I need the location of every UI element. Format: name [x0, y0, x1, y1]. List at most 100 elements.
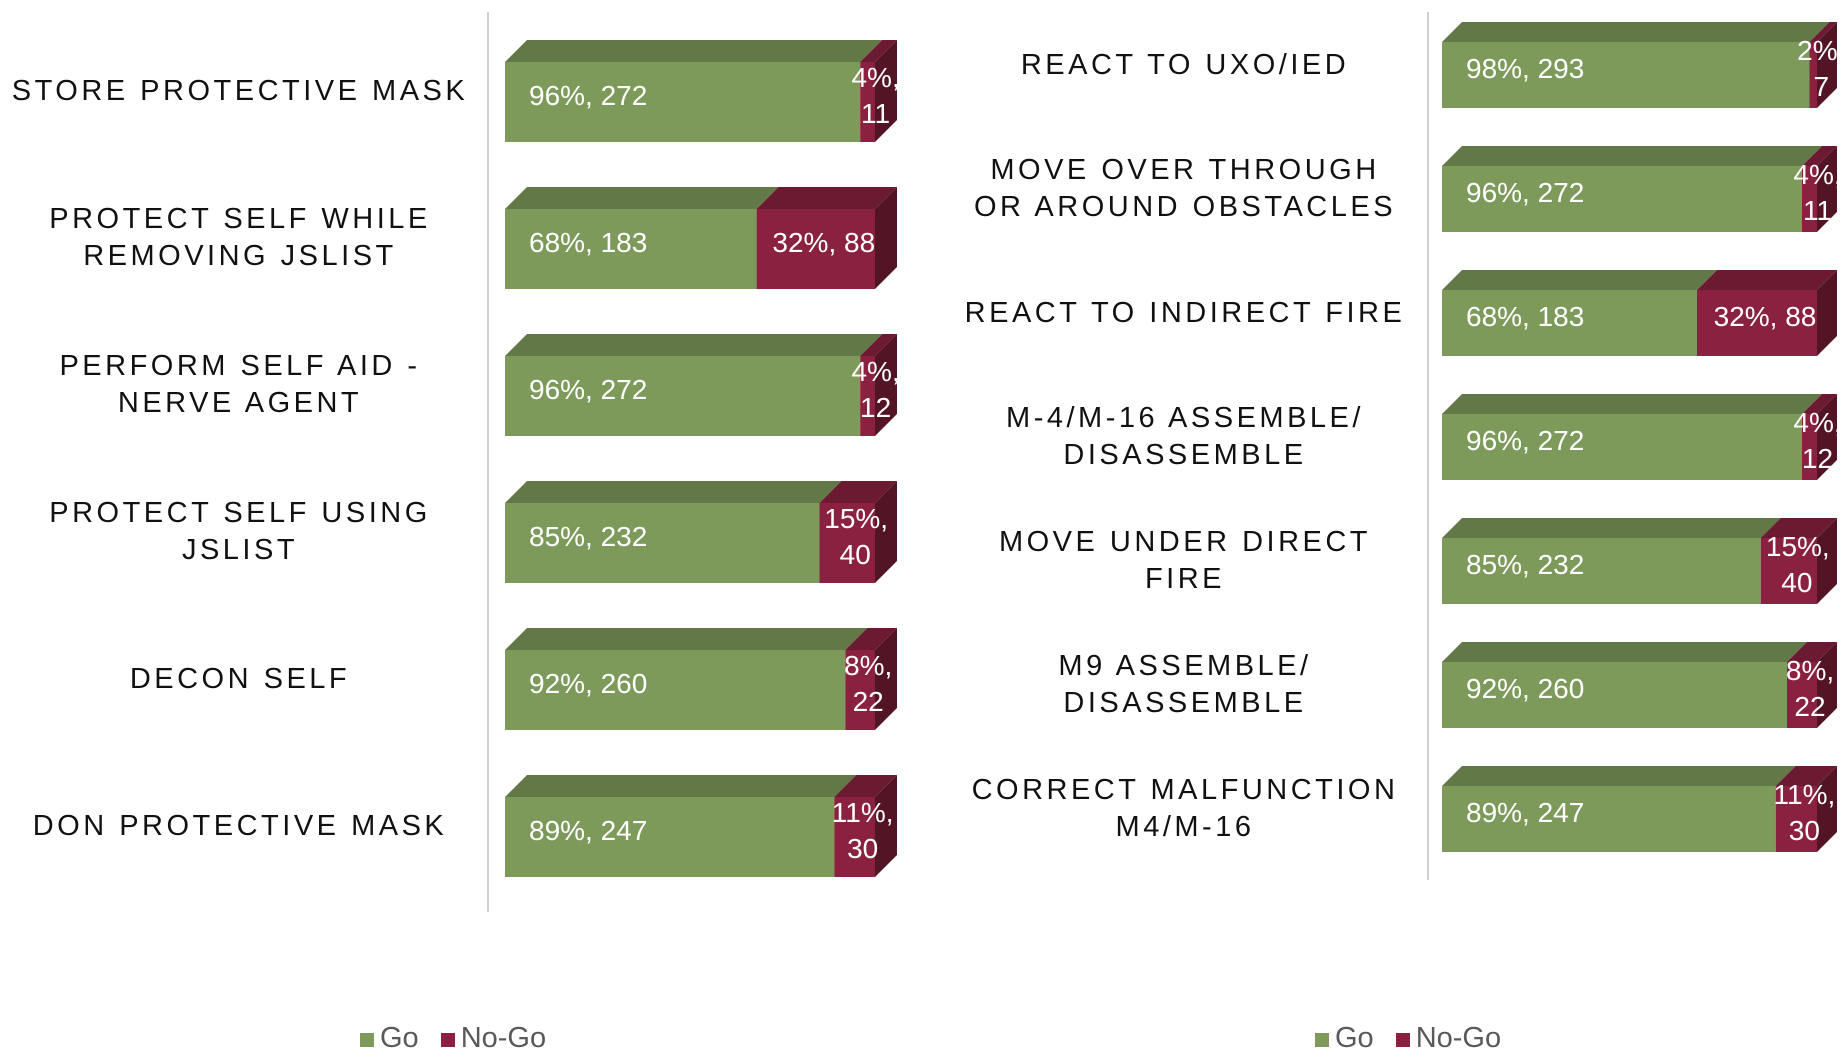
bar-top	[1442, 518, 1781, 538]
bar-top	[1442, 642, 1807, 662]
bar	[1760, 538, 1817, 604]
bar-top	[1442, 22, 1830, 42]
bar-top	[1802, 394, 1837, 414]
bar	[1787, 662, 1817, 728]
category-label: PROTECT SELF USING JSLIST	[49, 497, 431, 566]
bar-top	[1442, 394, 1822, 414]
bar-side	[875, 40, 897, 142]
bar	[860, 62, 875, 142]
data-label: 4%, 12	[851, 356, 900, 423]
bar-side	[1817, 766, 1837, 852]
bar-top	[1442, 146, 1822, 166]
bar-side	[1817, 270, 1837, 356]
bar-top	[505, 775, 857, 797]
data-label: 85%, 232	[1466, 549, 1585, 580]
category-label: M9 ASSEMBLE/ DISASSEMBLE	[1058, 650, 1312, 719]
data-label: 68%, 183	[529, 227, 648, 258]
bar	[1809, 42, 1817, 108]
data-label: 96%, 272	[1466, 177, 1585, 208]
legend: Go No-Go	[1315, 1022, 1501, 1055]
category-label: REACT TO INDIRECT FIRE	[964, 296, 1406, 329]
data-label: 32%, 88	[1713, 301, 1817, 332]
bar-top	[1442, 270, 1717, 290]
category-label: DON PROTECTIVE MASK	[32, 809, 448, 842]
data-label: 2%, 7	[1797, 35, 1845, 102]
bar-top	[834, 775, 897, 797]
legend-swatch	[360, 1033, 374, 1047]
data-label: 8%, 22	[844, 650, 893, 717]
data-label: 4%, 11	[851, 62, 900, 129]
data-label: 89%, 247	[1466, 797, 1585, 828]
bar	[1442, 166, 1802, 232]
bar-side	[1817, 146, 1837, 232]
data-label: 98%, 293	[1466, 53, 1585, 84]
bar	[1775, 786, 1817, 852]
data-label: 85%, 232	[529, 521, 648, 552]
legend-label: No-Go	[460, 1022, 547, 1054]
data-label: 96%, 272	[1466, 425, 1585, 456]
legend-item: Go	[1315, 1022, 1374, 1055]
bar	[860, 356, 875, 436]
category-label: DECON SELF	[129, 662, 351, 695]
bar-side	[875, 775, 897, 877]
data-label: 32%, 88	[772, 227, 876, 258]
bar-side	[875, 187, 897, 289]
data-label: 92%, 260	[529, 668, 648, 699]
category-label: PROTECT SELF WHILE REMOVING JSLIST	[49, 203, 431, 272]
legend: Go No-Go	[360, 1022, 546, 1055]
data-label: 4%, 11	[1793, 159, 1842, 226]
category-label: MOVE UNDER DIRECT FIRE	[998, 526, 1372, 595]
bar	[505, 209, 757, 289]
bar-top	[1697, 270, 1837, 290]
bar	[756, 209, 875, 289]
legend-item: No-Go	[1395, 1022, 1502, 1055]
legend-swatch	[1395, 1033, 1410, 1047]
bar-top	[505, 40, 883, 62]
bar-top	[1802, 146, 1837, 166]
bar	[505, 797, 835, 877]
bar-side	[1817, 518, 1837, 604]
data-label: 4%, 12	[1793, 407, 1842, 474]
legend-label: No-Go	[1415, 1022, 1502, 1054]
bar-top	[860, 334, 897, 356]
category-label: REACT TO UXO/IED	[1020, 48, 1350, 81]
legend-item: No-Go	[440, 1022, 547, 1055]
data-label: 15%, 40	[1765, 531, 1830, 598]
data-label: 8%, 22	[1785, 655, 1835, 722]
bar-top	[1775, 766, 1837, 786]
bar	[505, 650, 846, 730]
bar	[845, 650, 875, 730]
legend-label: Go	[380, 1022, 419, 1054]
bar-top	[1787, 642, 1837, 662]
bar-top	[860, 40, 897, 62]
data-label: 96%, 272	[529, 80, 648, 111]
bar	[505, 356, 861, 436]
bar	[1442, 290, 1697, 356]
legend-label: Go	[1335, 1022, 1374, 1054]
bar-side	[875, 481, 897, 583]
bar	[1802, 166, 1817, 232]
bar-side	[1817, 642, 1837, 728]
bar	[1442, 42, 1810, 108]
data-label: 68%, 183	[1466, 301, 1585, 332]
bar-top	[505, 187, 779, 209]
data-label: 15%, 40	[824, 503, 889, 570]
bar-top	[1809, 22, 1837, 42]
bar	[1802, 414, 1817, 480]
bar	[1442, 538, 1761, 604]
bar-top	[1442, 766, 1796, 786]
bar	[819, 503, 875, 583]
category-label: STORE PROTECTIVE MASK	[11, 74, 469, 107]
bar	[505, 503, 820, 583]
bar-side	[1817, 22, 1837, 108]
bar-side	[875, 628, 897, 730]
bar-top	[505, 628, 868, 650]
data-label: 92%, 260	[1466, 673, 1585, 704]
bar	[1442, 662, 1787, 728]
bar-side	[875, 334, 897, 436]
bar-top	[756, 187, 897, 209]
data-label: 11%, 30	[1773, 779, 1836, 846]
bar-top	[505, 334, 883, 356]
